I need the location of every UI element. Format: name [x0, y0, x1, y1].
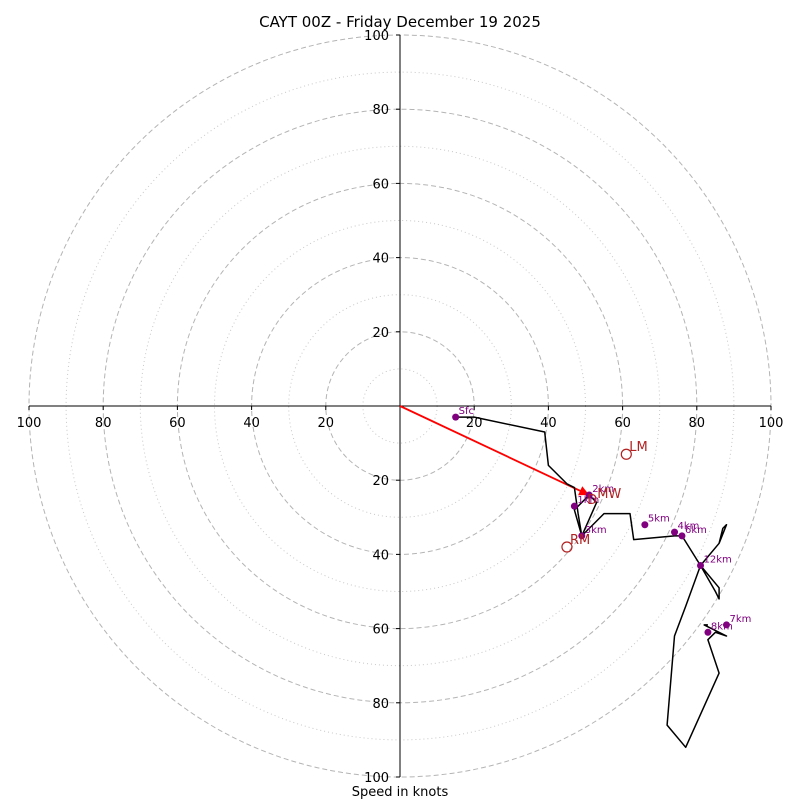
shear-vector — [399, 405, 590, 496]
x-axis-label: Speed in knots — [352, 785, 449, 800]
height-marker: 12km — [697, 555, 732, 570]
height-dot — [578, 532, 586, 540]
height-dot — [585, 491, 593, 499]
x-tick-label: 80 — [689, 416, 706, 431]
y-tick-label: 100 — [364, 29, 389, 44]
height-marker: 5km — [641, 514, 670, 529]
tick-labels: 100 80 60 40 20 20 40 60 80 100 100 80 60 40 20 20 40 60 8… — [17, 29, 784, 786]
x-tick-label: 20 — [318, 416, 335, 431]
x-tick-label: 100 — [759, 416, 784, 431]
x-tick-label: 60 — [169, 416, 186, 431]
height-label: 7km — [729, 614, 751, 625]
y-tick-label: 20 — [372, 326, 389, 341]
storm-marker-rm: RM — [561, 533, 590, 553]
height-dot — [697, 562, 705, 570]
height-marker: 2km — [585, 484, 614, 499]
x-tick-label: 40 — [540, 416, 557, 431]
height-label: 3km — [585, 525, 607, 536]
height-dot — [722, 621, 730, 629]
chart-title: CAYT 00Z - Friday December 19 2025 — [259, 13, 541, 31]
y-tick-label: 20 — [372, 474, 389, 489]
storm-marker-d: D — [587, 493, 597, 508]
height-dot — [641, 521, 649, 529]
storm-marker-ring — [561, 541, 573, 553]
y-tick-label: 100 — [364, 771, 389, 786]
height-label: 12km — [704, 555, 732, 566]
storm-marker-label: D — [587, 493, 597, 508]
storm-motion-markers: LM RM MWD — [561, 440, 648, 553]
y-tick-label: 40 — [372, 252, 389, 267]
height-label: 5km — [648, 514, 670, 525]
height-dot — [678, 532, 686, 540]
y-tick-label: 80 — [372, 103, 389, 118]
height-marker: 7km — [722, 614, 751, 629]
height-marker: Sfc — [452, 406, 474, 421]
height-label: 6km — [685, 525, 707, 536]
shear-line — [399, 405, 590, 496]
storm-marker-label: RM — [570, 533, 590, 548]
storm-marker-lm: LM — [620, 440, 648, 460]
wind-trace-line — [455, 416, 728, 749]
y-tick-label: 40 — [372, 548, 389, 563]
height-marker: 1km — [570, 495, 599, 510]
storm-marker-label: MW — [597, 487, 621, 502]
height-marker: 4km — [671, 521, 699, 536]
storm-marker-mw: MW — [597, 487, 621, 502]
height-marker: 6km — [678, 525, 707, 540]
height-marker: 8km — [704, 621, 733, 636]
height-label: 2km — [592, 484, 614, 495]
y-tick-label: 80 — [372, 697, 389, 712]
x-tick-label: 40 — [243, 416, 260, 431]
y-tick-label: 60 — [372, 177, 389, 192]
height-dot — [570, 502, 578, 510]
height-marker: 3km — [578, 525, 607, 540]
x-tick-label: 100 — [17, 416, 42, 431]
x-tick-label: 60 — [614, 416, 631, 431]
y-tick-label: 60 — [372, 623, 389, 638]
height-dot — [671, 528, 679, 536]
height-label: 4km — [678, 521, 700, 532]
storm-marker-ring — [620, 448, 632, 460]
height-label: 1km — [577, 495, 599, 506]
x-tick-label: 80 — [95, 416, 112, 431]
height-label: Sfc — [459, 406, 474, 417]
height-dot — [452, 413, 460, 421]
height-label: 8km — [711, 621, 733, 632]
wind-trace — [455, 416, 728, 749]
storm-marker-label: LM — [629, 440, 647, 455]
x-tick-label: 20 — [466, 416, 483, 431]
height-dot — [704, 628, 712, 636]
